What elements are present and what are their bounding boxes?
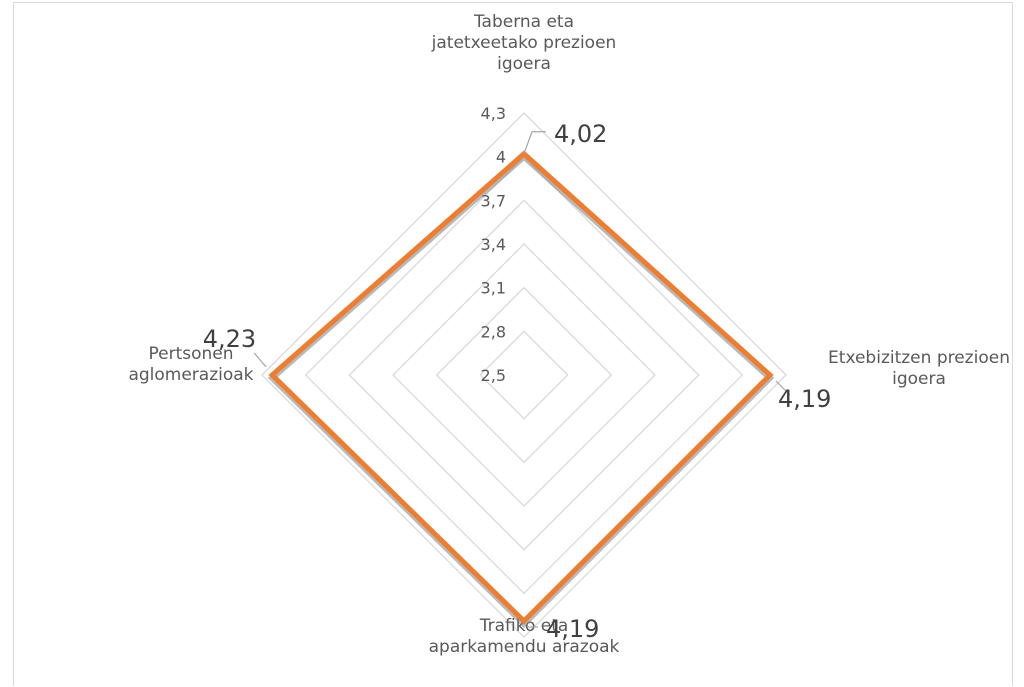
category-label: Taberna eta jatetxeetako prezioen igoera [431, 12, 617, 74]
data-label-leader [253, 352, 267, 368]
radar-grid [261, 112, 787, 638]
data-label: 4,02 [554, 120, 607, 148]
data-label-leader [523, 131, 546, 154]
category-labels: Taberna eta jatetxeetako prezioen igoera Et… [128, 12, 1010, 657]
tick-label: 2,8 [481, 322, 506, 341]
category-label: Etxebizitzen prezioen igoera [828, 348, 1010, 389]
grid-ring [261, 112, 787, 638]
grid-ring [435, 286, 613, 464]
tick-label: 2,5 [481, 366, 506, 385]
grid-ring [392, 243, 656, 507]
data-label: 4,19 [546, 615, 599, 643]
radar-chart: 2,5 2,8 3,1 3,4 3,7 4 4,3 Taberna eta jatetxeet… [128, 12, 1010, 657]
tick-label: 3,7 [481, 191, 506, 210]
data-label: 4,19 [778, 385, 831, 413]
series-line [268, 150, 774, 625]
data-label-leader [775, 380, 791, 396]
data-labels: 4,02 4,19 4,19 4,23 [203, 120, 832, 643]
grid-ring [479, 330, 569, 420]
tick-label: 3,4 [481, 235, 506, 254]
chart-frame: 2,5 2,8 3,1 3,4 3,7 4 4,3 Taberna eta jatetxeet… [13, 2, 1013, 686]
tick-label: 4,3 [481, 104, 506, 123]
series-shadow [267, 152, 775, 629]
tick-label: 3,1 [481, 279, 506, 298]
radar-tick-labels: 2,5 2,8 3,1 3,4 3,7 4 4,3 [481, 104, 506, 385]
tick-label: 4 [496, 148, 506, 167]
series-group [267, 150, 775, 629]
grid-ring [304, 155, 744, 595]
category-label: Pertsonen aglomerazioak [128, 344, 253, 385]
data-label: 4,23 [203, 325, 256, 353]
grid-ring [348, 199, 700, 551]
